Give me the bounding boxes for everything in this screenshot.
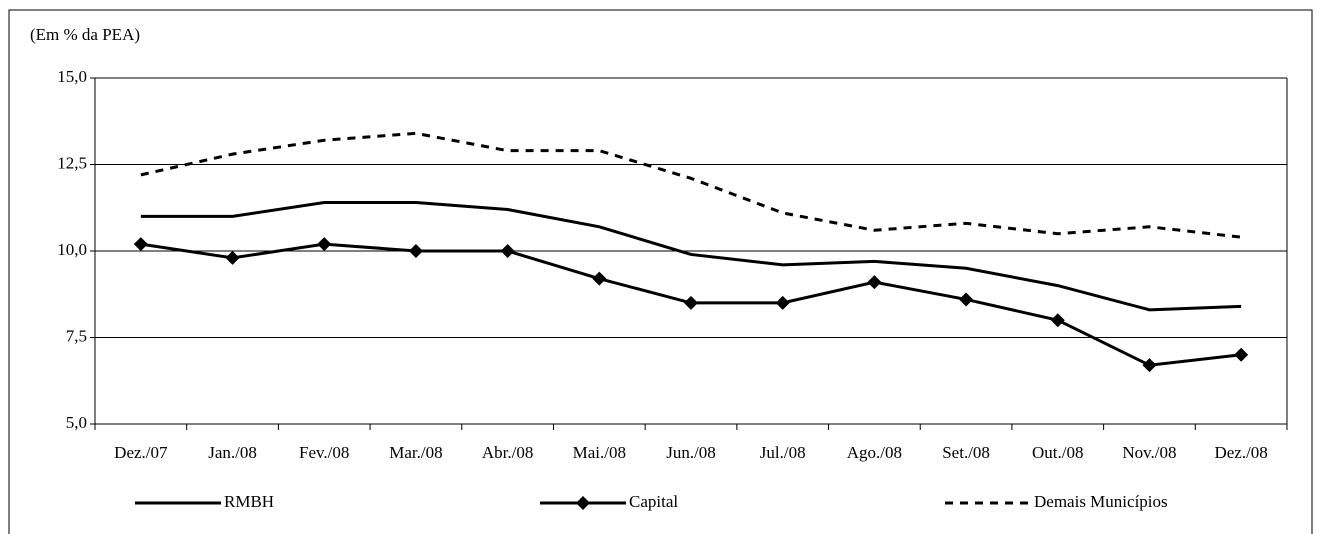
point-marker xyxy=(959,292,974,307)
legend-label: RMBH xyxy=(224,492,274,511)
legend-label: Demais Municípios xyxy=(1034,492,1168,511)
x-tick-label: Dez./08 xyxy=(1214,443,1267,462)
point-marker xyxy=(684,295,698,310)
x-tick-label: Abr./08 xyxy=(482,443,533,462)
chart-frame xyxy=(8,9,1313,534)
x-tick-label: Mai./08 xyxy=(573,443,626,462)
x-tick-label: Set./08 xyxy=(942,443,990,462)
x-tick-label: Fev./08 xyxy=(299,443,349,462)
x-tick-label: Out./08 xyxy=(1032,443,1083,462)
series-line xyxy=(140,201,1242,312)
point-marker xyxy=(592,271,607,286)
y-axis-label: (Em % da PEA) xyxy=(30,25,140,44)
y-tick-label: 15,0 xyxy=(57,67,87,86)
x-tick-label: Nov./08 xyxy=(1122,443,1176,462)
y-tick-label: 7,5 xyxy=(66,326,87,345)
point-marker xyxy=(133,237,148,252)
point-marker xyxy=(408,244,423,258)
point-marker xyxy=(1234,347,1249,362)
y-tick-label: 12,5 xyxy=(57,153,87,172)
x-tick-label: Ago./08 xyxy=(847,443,902,462)
legend-label: Capital xyxy=(629,492,678,511)
series-line xyxy=(140,131,1242,239)
point-marker xyxy=(775,295,790,310)
point-marker xyxy=(225,250,240,265)
point-marker xyxy=(1142,358,1157,373)
x-tick-label: Jul./08 xyxy=(760,443,806,462)
point-marker xyxy=(500,244,515,258)
point-marker xyxy=(867,275,882,290)
x-tick-label: Jun./08 xyxy=(666,443,716,462)
y-tick-label: 5,0 xyxy=(66,413,87,432)
legend-marker xyxy=(576,496,590,510)
x-tick-label: Dez./07 xyxy=(114,443,168,462)
x-tick-label: Mar./08 xyxy=(389,443,442,462)
point-marker xyxy=(1050,313,1065,328)
point-marker xyxy=(317,237,332,252)
y-tick-label: 10,0 xyxy=(57,240,87,259)
x-tick-label: Jan./08 xyxy=(208,443,257,462)
